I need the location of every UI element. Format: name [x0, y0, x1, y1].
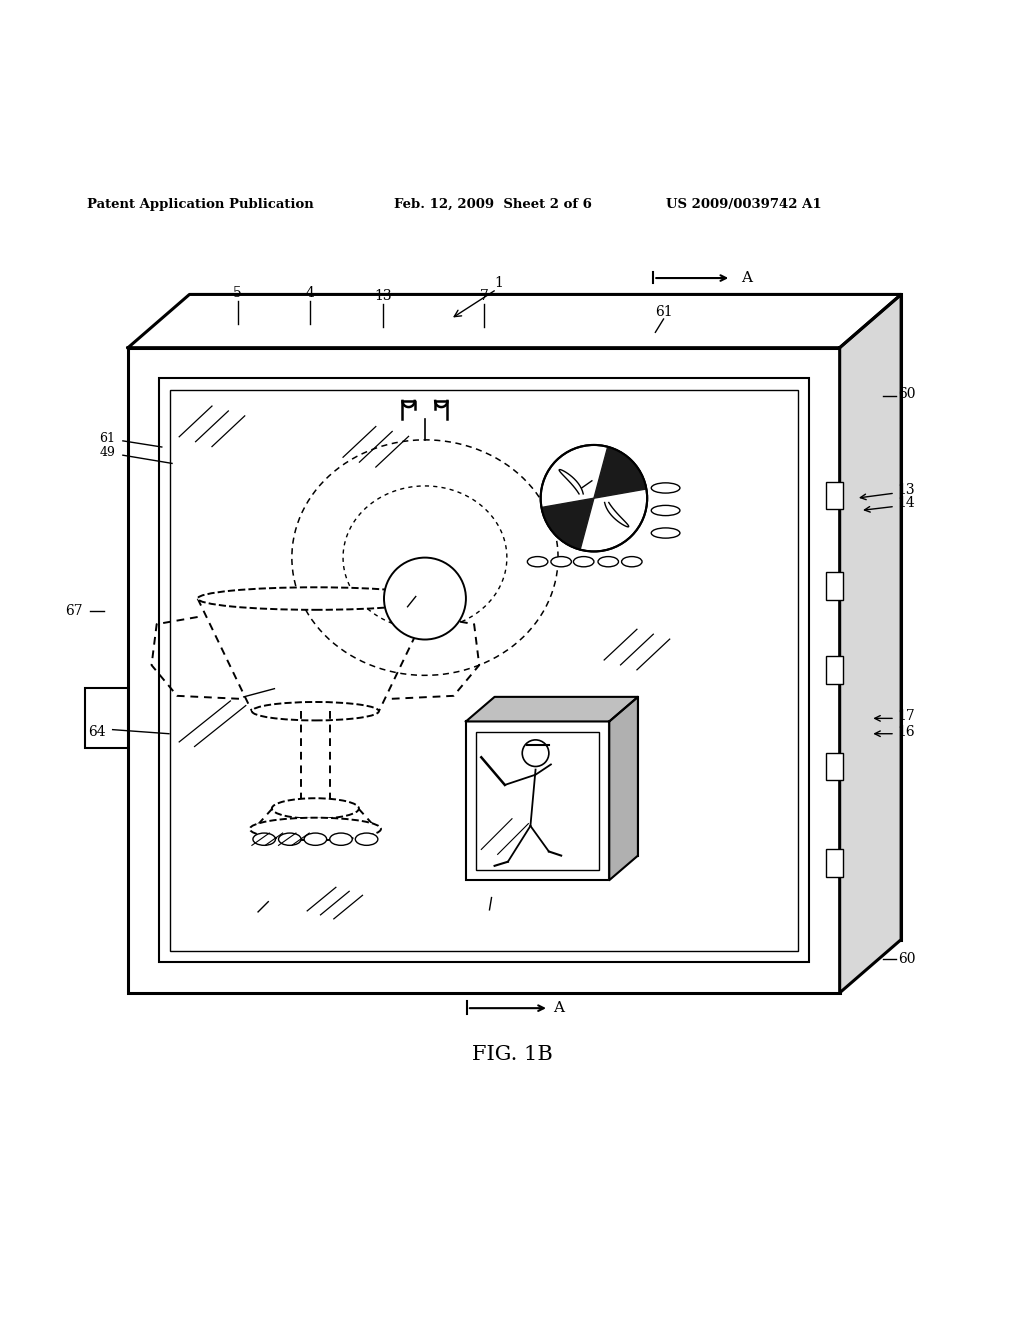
Ellipse shape [198, 587, 433, 610]
Bar [159, 379, 809, 962]
Text: 49: 49 [99, 446, 116, 458]
Bar [826, 572, 843, 599]
Ellipse shape [651, 528, 680, 539]
Text: A: A [553, 1001, 564, 1015]
Bar [170, 389, 798, 950]
Ellipse shape [250, 817, 381, 841]
Ellipse shape [272, 799, 358, 818]
Text: 61: 61 [654, 305, 673, 319]
Text: Patent Application Publication: Patent Application Publication [87, 198, 313, 211]
Ellipse shape [527, 557, 548, 566]
Text: 60: 60 [898, 952, 915, 966]
Bar [466, 722, 609, 880]
Text: Feb. 12, 2009  Sheet 2 of 6: Feb. 12, 2009 Sheet 2 of 6 [394, 198, 592, 211]
Bar [826, 482, 843, 510]
Ellipse shape [279, 833, 301, 845]
Text: 4: 4 [306, 286, 314, 301]
Bar [85, 688, 128, 747]
Wedge shape [542, 498, 594, 549]
Text: 14: 14 [897, 496, 914, 511]
Text: 5: 5 [233, 286, 242, 301]
Text: 16: 16 [897, 725, 914, 739]
Text: 13: 13 [249, 913, 267, 927]
Circle shape [384, 557, 466, 639]
Bar [476, 731, 599, 870]
Circle shape [541, 445, 647, 552]
Bar [826, 850, 843, 876]
Bar [826, 752, 843, 780]
Ellipse shape [330, 833, 352, 845]
Bar [128, 347, 840, 993]
Ellipse shape [252, 702, 379, 721]
Ellipse shape [551, 557, 571, 566]
Text: 60: 60 [898, 387, 915, 401]
Polygon shape [840, 294, 901, 993]
Text: 17: 17 [897, 709, 914, 723]
Ellipse shape [598, 557, 618, 566]
Text: US 2009/0039742 A1: US 2009/0039742 A1 [666, 198, 821, 211]
Text: 99: 99 [575, 469, 592, 482]
Text: 13: 13 [897, 483, 914, 498]
Text: 97: 97 [385, 603, 403, 616]
Circle shape [522, 741, 549, 767]
Ellipse shape [573, 557, 594, 566]
Text: 64: 64 [88, 725, 106, 739]
Text: 99: 99 [218, 694, 237, 708]
Wedge shape [594, 446, 646, 498]
Polygon shape [609, 697, 638, 880]
Text: A: A [741, 271, 753, 285]
Text: 13: 13 [374, 289, 392, 304]
Ellipse shape [253, 833, 275, 845]
Ellipse shape [355, 833, 378, 845]
Polygon shape [128, 294, 901, 347]
Text: 61: 61 [99, 433, 116, 445]
Ellipse shape [622, 557, 642, 566]
Text: 1: 1 [495, 276, 503, 290]
Ellipse shape [651, 506, 680, 516]
Bar [826, 656, 843, 684]
Text: FIG. 1B: FIG. 1B [472, 1044, 552, 1064]
Polygon shape [466, 697, 638, 722]
Text: 98: 98 [480, 911, 499, 925]
Ellipse shape [651, 483, 680, 494]
Text: 67: 67 [65, 603, 83, 618]
Text: 7: 7 [480, 289, 488, 304]
Ellipse shape [304, 833, 327, 845]
